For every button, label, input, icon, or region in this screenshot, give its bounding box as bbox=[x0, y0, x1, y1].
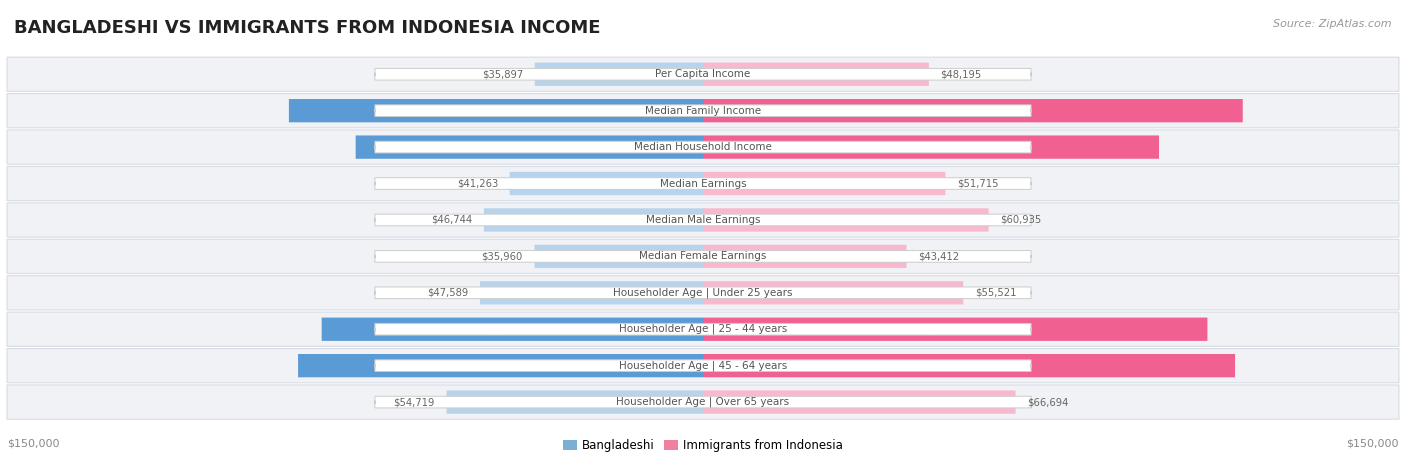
Text: $86,402: $86,402 bbox=[479, 361, 522, 371]
FancyBboxPatch shape bbox=[7, 276, 1399, 310]
Text: Householder Age | Under 25 years: Householder Age | Under 25 years bbox=[613, 288, 793, 298]
Text: $107,627: $107,627 bbox=[931, 324, 979, 334]
FancyBboxPatch shape bbox=[7, 385, 1399, 419]
FancyBboxPatch shape bbox=[375, 178, 1031, 189]
Text: Per Capita Income: Per Capita Income bbox=[655, 69, 751, 79]
Text: $74,112: $74,112 bbox=[509, 142, 550, 152]
FancyBboxPatch shape bbox=[356, 135, 703, 159]
FancyBboxPatch shape bbox=[7, 348, 1399, 383]
FancyBboxPatch shape bbox=[534, 245, 703, 268]
Legend: Bangladeshi, Immigrants from Indonesia: Bangladeshi, Immigrants from Indonesia bbox=[558, 434, 848, 456]
FancyBboxPatch shape bbox=[703, 245, 907, 268]
FancyBboxPatch shape bbox=[7, 130, 1399, 164]
FancyBboxPatch shape bbox=[534, 63, 703, 86]
FancyBboxPatch shape bbox=[375, 360, 1031, 371]
FancyBboxPatch shape bbox=[703, 354, 1234, 377]
Text: $47,589: $47,589 bbox=[427, 288, 468, 298]
Text: Source: ZipAtlas.com: Source: ZipAtlas.com bbox=[1274, 19, 1392, 28]
FancyBboxPatch shape bbox=[375, 69, 1031, 80]
Text: $43,412: $43,412 bbox=[918, 251, 959, 262]
Text: Median Earnings: Median Earnings bbox=[659, 178, 747, 189]
Text: $35,960: $35,960 bbox=[481, 251, 523, 262]
FancyBboxPatch shape bbox=[484, 208, 703, 232]
FancyBboxPatch shape bbox=[375, 105, 1031, 116]
FancyBboxPatch shape bbox=[509, 172, 703, 195]
FancyBboxPatch shape bbox=[375, 396, 1031, 408]
FancyBboxPatch shape bbox=[703, 63, 929, 86]
Text: $55,521: $55,521 bbox=[974, 288, 1017, 298]
FancyBboxPatch shape bbox=[447, 390, 703, 414]
FancyBboxPatch shape bbox=[375, 251, 1031, 262]
FancyBboxPatch shape bbox=[375, 142, 1031, 153]
Text: Householder Age | 45 - 64 years: Householder Age | 45 - 64 years bbox=[619, 361, 787, 371]
Text: $54,719: $54,719 bbox=[394, 397, 434, 407]
FancyBboxPatch shape bbox=[479, 281, 703, 304]
FancyBboxPatch shape bbox=[703, 390, 1015, 414]
FancyBboxPatch shape bbox=[7, 203, 1399, 237]
Text: $66,694: $66,694 bbox=[1028, 397, 1069, 407]
Text: BANGLADESHI VS IMMIGRANTS FROM INDONESIA INCOME: BANGLADESHI VS IMMIGRANTS FROM INDONESIA… bbox=[14, 19, 600, 37]
Text: $35,897: $35,897 bbox=[482, 69, 523, 79]
Text: Median Family Income: Median Family Income bbox=[645, 106, 761, 116]
FancyBboxPatch shape bbox=[703, 208, 988, 232]
Text: $88,358: $88,358 bbox=[475, 106, 516, 116]
Text: $97,297: $97,297 bbox=[910, 142, 952, 152]
Text: Householder Age | Over 65 years: Householder Age | Over 65 years bbox=[616, 397, 790, 407]
FancyBboxPatch shape bbox=[298, 354, 703, 377]
FancyBboxPatch shape bbox=[7, 93, 1399, 128]
FancyBboxPatch shape bbox=[703, 172, 945, 195]
Text: Householder Age | 25 - 44 years: Householder Age | 25 - 44 years bbox=[619, 324, 787, 334]
FancyBboxPatch shape bbox=[7, 57, 1399, 92]
FancyBboxPatch shape bbox=[375, 287, 1031, 298]
FancyBboxPatch shape bbox=[288, 99, 703, 122]
Text: Median Male Earnings: Median Male Earnings bbox=[645, 215, 761, 225]
FancyBboxPatch shape bbox=[375, 214, 1031, 226]
Text: $113,519: $113,519 bbox=[945, 361, 993, 371]
FancyBboxPatch shape bbox=[703, 99, 1243, 122]
FancyBboxPatch shape bbox=[7, 166, 1399, 201]
Text: $41,263: $41,263 bbox=[457, 178, 498, 189]
Text: $115,162: $115,162 bbox=[949, 106, 997, 116]
Text: $150,000: $150,000 bbox=[1347, 439, 1399, 449]
Text: $51,715: $51,715 bbox=[957, 178, 998, 189]
Text: $60,935: $60,935 bbox=[1000, 215, 1042, 225]
Text: $46,744: $46,744 bbox=[432, 215, 472, 225]
Text: $150,000: $150,000 bbox=[7, 439, 59, 449]
FancyBboxPatch shape bbox=[703, 281, 963, 304]
Text: $48,195: $48,195 bbox=[941, 69, 981, 79]
FancyBboxPatch shape bbox=[703, 318, 1208, 341]
FancyBboxPatch shape bbox=[375, 324, 1031, 335]
FancyBboxPatch shape bbox=[7, 312, 1399, 347]
Text: Median Female Earnings: Median Female Earnings bbox=[640, 251, 766, 262]
FancyBboxPatch shape bbox=[7, 239, 1399, 274]
FancyBboxPatch shape bbox=[703, 135, 1159, 159]
FancyBboxPatch shape bbox=[322, 318, 703, 341]
Text: $81,363: $81,363 bbox=[492, 324, 533, 334]
Text: Median Household Income: Median Household Income bbox=[634, 142, 772, 152]
